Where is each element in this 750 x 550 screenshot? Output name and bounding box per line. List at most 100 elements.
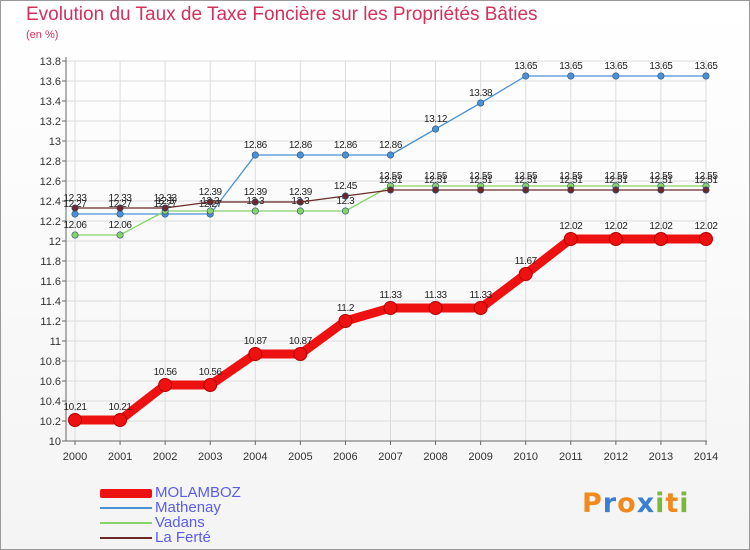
x-tick-label: 2002	[153, 451, 177, 463]
data-point-vadans	[296, 207, 304, 215]
data-point-vadans	[71, 231, 79, 239]
logo-letter: P	[582, 488, 603, 519]
data-label-molamboz: 11.33	[469, 290, 492, 301]
data-point-mathenay	[477, 99, 485, 107]
proxiti-logo: Proxiti	[582, 488, 690, 519]
data-label-la-fert-: 12.33	[154, 193, 178, 204]
data-label-vadans: 12.55	[469, 171, 493, 182]
x-tick-label: 2013	[649, 451, 673, 463]
y-tick-label: 13	[49, 136, 61, 148]
x-tick-label: 2012	[604, 451, 628, 463]
data-point-molamboz	[293, 347, 308, 361]
x-tick-label: 2010	[513, 451, 537, 463]
data-label-mathenay: 12.27	[63, 199, 87, 210]
y-tick-label: 12	[49, 236, 61, 248]
data-label-molamboz: 12.02	[649, 221, 673, 232]
data-label-la-fert-: 12.39	[244, 187, 268, 198]
data-label-vadans: 12.3	[336, 196, 355, 207]
data-label-la-fert-: 12.39	[289, 187, 313, 198]
data-label-mathenay: 13.65	[559, 61, 583, 72]
data-label-la-fert-: 12.33	[109, 193, 133, 204]
y-tick-label: 11.6	[40, 276, 61, 288]
legend-label-la-ferte: La Ferté	[155, 529, 211, 546]
data-label-vadans: 12.55	[694, 171, 718, 182]
data-point-molamboz	[428, 301, 443, 315]
y-tick-label: 12.2	[40, 216, 61, 228]
data-point-la-fert-	[522, 186, 530, 194]
data-label-la-fert-: 12.51	[604, 175, 628, 186]
legend-label-molamboz: MOLAMBOZ	[155, 484, 241, 501]
logo-letter: i	[679, 488, 690, 519]
x-tick-label: 2001	[108, 451, 132, 463]
data-label-mathenay: 12.86	[379, 140, 403, 151]
data-point-molamboz	[473, 301, 488, 315]
data-point-mathenay	[432, 125, 440, 133]
y-tick-label: 10.4	[40, 396, 61, 408]
data-label-molamboz: 11.33	[424, 290, 447, 301]
y-tick-label: 12.8	[40, 156, 61, 168]
x-tick-label: 2000	[63, 451, 87, 463]
legend-swatch-mathenay	[100, 507, 152, 509]
legend-item-molamboz: MOLAMBOZ	[100, 484, 320, 501]
data-point-molamboz	[158, 378, 173, 392]
logo-letter: t	[665, 488, 680, 519]
data-point-la-fert-	[251, 198, 259, 206]
data-label-mathenay: 13.65	[649, 61, 673, 72]
x-tick-label: 2006	[333, 451, 357, 463]
data-label-la-fert-: 12.39	[199, 187, 223, 198]
y-tick-label: 13.8	[40, 56, 61, 68]
y-tick-label: 13.6	[40, 76, 61, 88]
data-label-mathenay: 12.86	[334, 140, 358, 151]
legend-swatch-la-ferte	[100, 537, 152, 539]
y-tick-label: 12.6	[40, 176, 61, 188]
data-label-mathenay: 13.65	[694, 61, 718, 72]
data-point-la-fert-	[567, 186, 575, 194]
y-tick-label: 12.4	[40, 196, 61, 208]
y-tick-label: 11	[50, 336, 61, 348]
y-tick-label: 11.2	[40, 316, 61, 328]
data-point-molamboz	[653, 232, 668, 246]
data-label-vadans: 12.55	[559, 171, 583, 182]
data-point-mathenay	[522, 72, 530, 80]
data-label-mathenay: 12.27	[154, 199, 178, 210]
data-label-la-fert-: 12.45	[334, 181, 358, 192]
data-label-la-fert-: 12.51	[469, 175, 493, 186]
data-point-molamboz	[608, 232, 623, 246]
data-label-mathenay: 12.86	[289, 140, 313, 151]
data-point-mathenay	[251, 151, 259, 159]
data-label-molamboz: 11.67	[515, 256, 538, 267]
legend-swatch-molamboz	[100, 489, 152, 498]
data-point-la-fert-	[296, 198, 304, 206]
data-point-la-fert-	[116, 204, 124, 212]
data-point-mathenay	[657, 72, 665, 80]
data-label-la-fert-: 12.51	[514, 175, 538, 186]
data-label-molamboz: 12.02	[604, 221, 628, 232]
data-label-vadans: 12.55	[649, 171, 673, 182]
data-label-vadans: 12.3	[156, 196, 175, 207]
data-point-vadans	[206, 207, 214, 215]
data-label-molamboz: 10.21	[109, 402, 133, 413]
data-label-molamboz: 10.56	[199, 367, 223, 378]
data-point-molamboz	[383, 301, 398, 315]
legend-item-la-ferte: La Ferté	[100, 529, 320, 546]
x-tick-label: 2008	[423, 451, 447, 463]
data-point-la-fert-	[71, 204, 79, 212]
unit-label: (en %)	[26, 29, 59, 41]
logo-letter: x	[636, 488, 656, 519]
y-tick-label: 10.2	[40, 416, 61, 428]
data-point-la-fert-	[702, 186, 710, 194]
legend-item-mathenay: Mathenay	[100, 499, 320, 516]
data-point-la-fert-	[341, 192, 349, 200]
data-point-molamboz	[113, 413, 128, 427]
data-label-molamboz: 10.21	[63, 402, 87, 413]
data-label-vadans: 12.55	[514, 171, 538, 182]
legend-label-mathenay: Mathenay	[155, 499, 221, 516]
data-label-la-fert-: 12.33	[63, 193, 87, 204]
data-label-molamboz: 10.87	[244, 336, 268, 347]
data-point-mathenay	[296, 151, 304, 159]
data-point-vadans	[341, 207, 349, 215]
data-point-molamboz	[203, 378, 218, 392]
data-point-mathenay	[341, 151, 349, 159]
data-point-la-fert-	[161, 204, 169, 212]
